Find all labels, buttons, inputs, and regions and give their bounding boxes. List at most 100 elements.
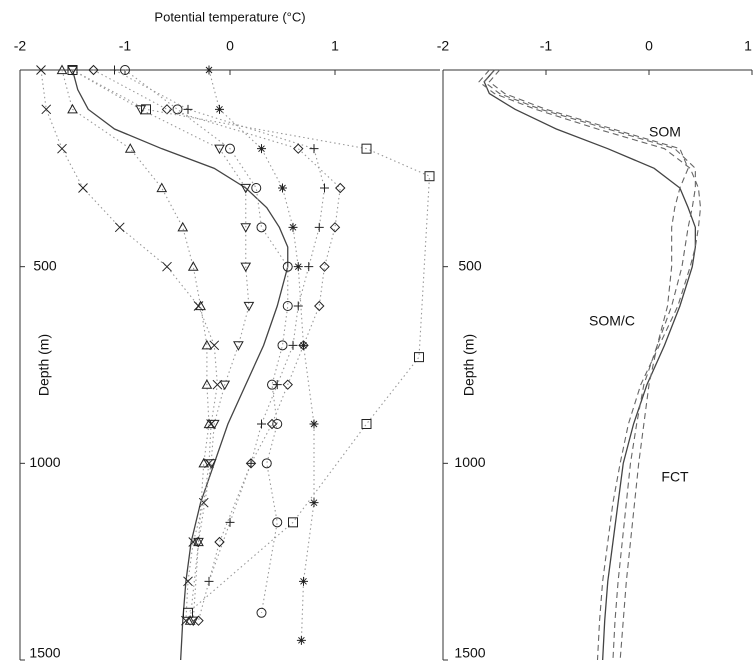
marker — [272, 380, 282, 390]
marker — [299, 576, 308, 586]
marker — [335, 182, 346, 194]
marker — [288, 222, 298, 232]
marker — [272, 419, 283, 429]
marker — [299, 340, 308, 350]
marker — [36, 65, 46, 75]
marker — [282, 301, 293, 311]
marker-group — [110, 65, 329, 586]
marker — [195, 300, 206, 311]
marker — [225, 143, 235, 154]
marker-group — [67, 65, 255, 627]
marker — [329, 222, 341, 233]
marker — [114, 222, 125, 233]
profile-line — [124, 69, 289, 613]
marker — [201, 379, 213, 389]
marker — [56, 64, 68, 75]
marker — [208, 419, 220, 430]
marker-group — [56, 64, 215, 625]
marker — [304, 262, 314, 272]
marker — [293, 143, 304, 154]
marker — [215, 104, 224, 114]
marker — [240, 223, 252, 233]
marker — [309, 419, 319, 429]
marker — [282, 261, 293, 272]
marker — [88, 64, 99, 76]
annotation: SOM — [649, 124, 681, 140]
marker — [219, 380, 231, 391]
marker — [124, 143, 136, 153]
marker — [193, 615, 204, 626]
marker — [309, 498, 319, 508]
marker — [256, 607, 267, 618]
y-tick-label: 1500 — [29, 645, 60, 661]
marker — [272, 517, 283, 528]
y-tick-label: 500 — [33, 257, 57, 273]
marker — [67, 65, 78, 75]
marker — [187, 261, 199, 271]
marker — [161, 104, 173, 115]
annotation: SOM/C — [589, 313, 635, 329]
marker — [251, 183, 262, 193]
marker — [320, 183, 329, 193]
marker — [240, 183, 252, 194]
marker — [288, 340, 298, 350]
marker — [257, 144, 266, 154]
profile-line — [483, 69, 696, 661]
marker — [314, 222, 324, 232]
marker — [120, 65, 130, 75]
y-tick-label: 1000 — [454, 454, 485, 470]
x-tick-label: 0 — [226, 38, 234, 54]
marker — [198, 457, 210, 468]
profile-line — [208, 69, 315, 641]
marker — [188, 537, 199, 547]
x-tick-label: 1 — [744, 38, 752, 54]
marker — [361, 419, 372, 429]
marker — [424, 171, 435, 182]
x-tick-label: -1 — [119, 38, 132, 54]
marker-group — [88, 64, 346, 626]
marker — [214, 536, 225, 548]
marker — [243, 301, 255, 312]
profile-line — [71, 69, 289, 661]
marker-group — [120, 65, 293, 618]
marker — [288, 517, 298, 528]
marker — [314, 300, 325, 312]
marker — [240, 262, 252, 273]
marker — [183, 607, 193, 618]
marker-group — [204, 65, 319, 645]
marker — [141, 104, 151, 115]
marker — [414, 352, 424, 363]
marker — [184, 615, 196, 625]
y-tick-label: 1500 — [454, 645, 485, 661]
profile-line — [488, 69, 689, 661]
y-tick-label: 500 — [458, 257, 482, 273]
y-axis-label: Depth (m) — [461, 334, 477, 396]
marker — [172, 104, 183, 115]
marker — [245, 458, 257, 469]
profile-line — [483, 69, 696, 661]
marker — [293, 301, 303, 311]
marker — [282, 379, 293, 390]
marker — [309, 144, 319, 154]
marker — [204, 65, 214, 75]
marker-group — [67, 65, 435, 618]
marker — [266, 418, 278, 430]
chart-title: Potential temperature (°C) — [154, 9, 305, 24]
marker — [361, 143, 372, 154]
marker — [183, 576, 193, 587]
marker — [278, 183, 287, 193]
marker — [277, 340, 288, 351]
marker — [257, 419, 266, 429]
marker — [183, 104, 193, 114]
marker — [162, 261, 172, 272]
annotation: FCT — [661, 469, 689, 485]
marker — [201, 339, 213, 350]
x-tick-label: 1 — [331, 38, 339, 54]
marker — [246, 458, 256, 468]
marker — [67, 103, 78, 114]
x-tick-label: -2 — [14, 38, 27, 54]
marker — [204, 576, 214, 586]
marker — [193, 537, 204, 548]
profile-line — [478, 69, 702, 661]
